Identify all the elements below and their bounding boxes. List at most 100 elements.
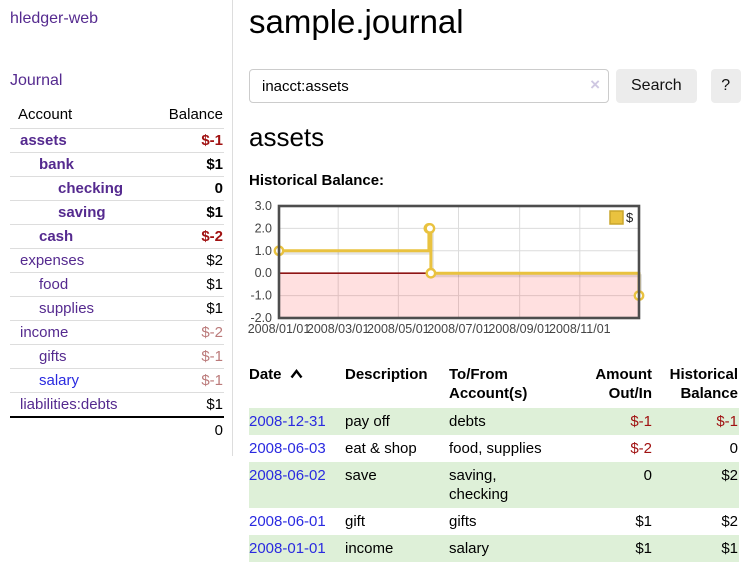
account-link-salary[interactable]: salary [39,372,80,389]
transaction-accounts: gifts [449,513,477,530]
account-row: income $-2 [10,320,224,345]
search-form: × Search ? [249,69,741,103]
x-tick-label: 2008/07/01 [427,322,490,336]
transaction-description: save [345,462,449,508]
account-balance: $-2 [153,224,224,249]
account-row: supplies $1 [10,296,224,321]
help-button[interactable]: ? [710,69,741,103]
tofrom-column-header: To/From Account(s) [449,366,528,402]
x-tick-label: 2008/01/01 [248,322,311,336]
account-row: checking 0 [10,176,224,201]
brand-link[interactable]: hledger-web [10,10,99,27]
account-link-checking[interactable]: checking [58,180,124,197]
date-header-label: Date [249,366,282,383]
transaction-row: 2008-06-03 eat & shop food, supplies $-2 0 [249,435,739,462]
account-link-cash[interactable]: cash [39,228,74,245]
register-header-row: Date Description To/From Account(s) Amou… [249,363,739,408]
x-tick-label: 2008/05/01 [367,322,430,336]
account-balance: $-2 [153,320,224,345]
account-heading: assets [249,122,325,152]
transaction-date-link[interactable]: 2008-06-01 [249,513,326,530]
balance-column-header: Historical Balance [669,366,738,402]
account-link-gifts[interactable]: gifts [39,348,67,365]
data-point-marker [425,267,437,279]
transaction-amount: $1 [581,535,653,562]
account-link-income[interactable]: income [20,324,69,341]
negative-region [279,273,639,318]
total-balance: 0 [153,416,224,442]
transaction-balance: 0 [729,440,738,457]
transaction-balance: $2 [653,462,739,508]
transaction-balance: $-1 [653,408,739,435]
account-row: saving $1 [10,200,224,225]
legend-swatch [609,210,624,225]
x-tick-label: 2008/11/01 [549,322,611,336]
y-tick-label: 1.0 [255,244,272,258]
account-row: bank $1 [10,152,224,177]
account-link-assets[interactable]: assets [20,132,67,149]
transaction-description: eat & shop [345,440,417,457]
transaction-description: pay off [345,408,449,435]
plot-border [277,204,641,320]
transaction-date-link[interactable]: 2008-01-01 [249,540,326,557]
account-link-bank[interactable]: bank [39,156,75,173]
account-balance: $1 [153,296,224,321]
y-tick-label: 0.0 [255,266,272,280]
chart-title: Historical Balance: [249,172,385,189]
accounts-table: Account Balance assets $-1 bank $1 checking 0… [10,103,224,442]
transaction-balance: $1 [653,535,739,562]
account-link-liabilities-debts[interactable]: liabilities:debts [20,396,118,413]
page-title: sample.journal [249,3,464,40]
clear-search-icon[interactable]: × [590,75,600,94]
account-row: cash $-2 [10,224,224,249]
accounts-header-row: Account Balance [10,103,224,129]
account-link-saving[interactable]: saving [58,204,106,221]
account-row: expenses $2 [10,248,224,273]
account-balance: $1 [153,392,224,417]
date-column-header[interactable]: Date [249,363,345,408]
transaction-accounts: debts [449,408,581,435]
main-panel: sample.journal × Search ? assets Histori… [233,0,742,562]
account-link-food[interactable]: food [39,276,69,293]
account-column-header: Account [18,106,73,123]
register-table: Date Description To/From Account(s) Amou… [249,363,739,562]
balance-column-header: Balance [168,106,223,123]
account-row: gifts $-1 [10,344,224,369]
transaction-amount: $-1 [581,408,653,435]
transaction-description: gift [345,513,366,530]
account-row: liabilities:debts $1 [10,392,224,417]
account-balance: $1 [153,272,224,297]
transaction-description: income [345,535,449,562]
x-tick-label: 2008/03/01 [307,322,370,336]
search-input[interactable] [249,69,609,103]
account-balance: $-1 [153,128,224,153]
account-row: salary $-1 [10,368,224,393]
transaction-row: 2008-06-02 save saving, checking 0 $2 [249,462,739,508]
sidebar-item-journal[interactable]: Journal [10,72,63,89]
amount-column-header: Amount Out/In [595,366,652,402]
accounts-total-row: 0 [10,416,224,442]
transaction-row: 2008-01-01 income salary $1 $1 [249,535,739,562]
legend-label: $ [626,210,634,225]
y-tick-label: 2.0 [255,221,272,235]
account-balance: 0 [153,176,224,201]
account-link-expenses[interactable]: expenses [20,252,85,269]
transaction-date-link[interactable]: 2008-06-03 [249,440,326,457]
account-link-supplies[interactable]: supplies [39,300,95,317]
transaction-amount: $1 [635,513,652,530]
sidebar: hledger-web Journal Account Balance asse… [0,0,233,456]
sort-ascending-icon [290,369,303,379]
transaction-date-link[interactable]: 2008-12-31 [249,413,326,430]
y-tick-label: 3.0 [255,199,272,213]
account-balance: $1 [153,200,224,225]
search-button[interactable]: Search [616,69,697,103]
historical-balance-chart: 3.0 2.0 1.0 0.0 -1.0 -2.02008/01/012008/03/01… [248,199,645,336]
transaction-amount: 0 [581,462,653,508]
transaction-row: 2008-12-31 pay off debts $-1 $-1 [249,408,739,435]
account-balance: $-1 [153,344,224,369]
transaction-date-link[interactable]: 2008-06-02 [249,467,326,484]
y-tick-label: -2.0 [250,311,272,325]
transaction-accounts: saving, checking [449,462,581,508]
total-spacer [10,416,154,442]
app-layout: hledger-web Journal Account Balance asse… [0,0,742,562]
